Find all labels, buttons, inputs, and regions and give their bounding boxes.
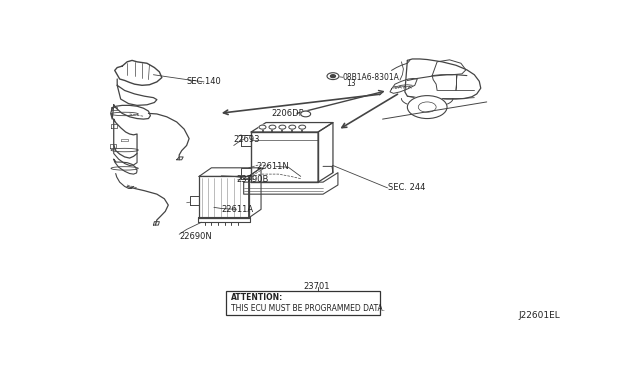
Circle shape (259, 125, 266, 129)
Circle shape (301, 111, 310, 117)
Circle shape (299, 125, 306, 129)
Text: 23790B: 23790B (236, 175, 269, 184)
Text: 23701: 23701 (303, 282, 330, 291)
Circle shape (279, 125, 286, 129)
Text: 13: 13 (346, 79, 356, 89)
Text: 22611A: 22611A (221, 205, 253, 214)
Text: 22693: 22693 (234, 135, 260, 144)
Text: 2206DP: 2206DP (271, 109, 304, 118)
Circle shape (327, 73, 339, 80)
Text: SEC.140: SEC.140 (187, 77, 221, 86)
Circle shape (330, 75, 335, 78)
Text: J22601EL: J22601EL (519, 311, 561, 320)
Text: 22611N: 22611N (256, 162, 289, 171)
Text: 08B1A6-8301A: 08B1A6-8301A (343, 73, 400, 82)
Circle shape (408, 96, 447, 119)
Text: 22690N: 22690N (179, 232, 212, 241)
Text: THIS ECU MUST BE PROGRAMMED DATA.: THIS ECU MUST BE PROGRAMMED DATA. (231, 304, 385, 313)
Circle shape (289, 125, 296, 129)
Text: SEC. 244: SEC. 244 (388, 183, 425, 192)
Circle shape (269, 125, 276, 129)
Text: ATTENTION:: ATTENTION: (231, 293, 284, 302)
Bar (227, 291, 380, 315)
